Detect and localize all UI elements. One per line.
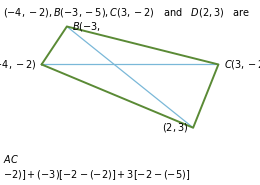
Text: $(-4,-2), B(-3,-5), C(3,-2)$   and   $D(2,3)$   are: $(-4,-2), B(-3,-5), C(3,-2)$ and $D(2,3)… bbox=[3, 6, 250, 18]
Text: $AC$: $AC$ bbox=[3, 153, 18, 165]
Text: $C(3,-2)$: $C(3,-2)$ bbox=[224, 58, 260, 71]
Text: $(-4,-2)$: $(-4,-2)$ bbox=[0, 58, 36, 71]
Text: $-2)]+(-3)[-2-(-2)]+3[-2-(-5)]$: $-2)]+(-3)[-2-(-2)]+3[-2-(-5)]$ bbox=[3, 168, 190, 182]
Text: $B(-3,$: $B(-3,$ bbox=[72, 20, 101, 33]
Text: $(2,3)$: $(2,3)$ bbox=[162, 121, 188, 134]
